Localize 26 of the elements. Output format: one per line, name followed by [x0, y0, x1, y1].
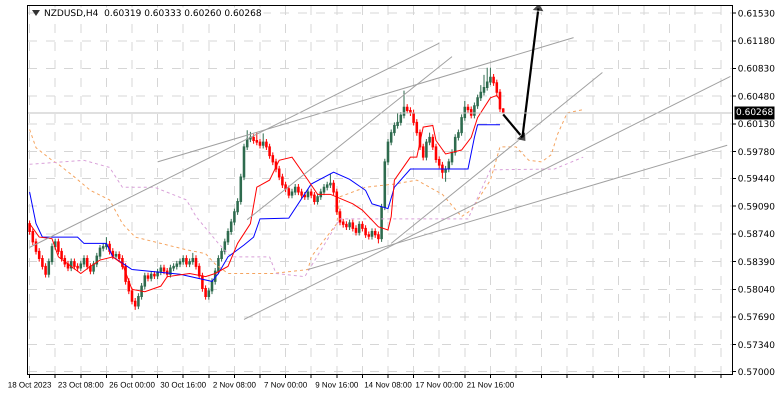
- x-tick-label: 7 Nov 00:00: [264, 380, 308, 390]
- y-tick-label: 0.59780: [738, 148, 776, 158]
- y-tick-label: 0.61530: [738, 9, 776, 20]
- x-tick-label: 2 Nov 08:00: [212, 380, 257, 390]
- y-tick-label: 0.60130: [738, 120, 776, 130]
- ref-line-label: 0.60268: [736, 108, 774, 118]
- y-tick-label: 0.58740: [738, 230, 776, 240]
- x-tick-label: 18 Oct 2023: [8, 380, 52, 390]
- x-tick-label: 21 Nov 16:00: [466, 380, 515, 390]
- x-tick-label: 9 Nov 16:00: [315, 380, 359, 390]
- y-tick-label: 0.57690: [738, 313, 776, 324]
- x-tick-label: 23 Oct 08:00: [58, 380, 104, 390]
- chart-title: NZDUSD,H4 0.60319 0.60333 0.60260 0.60268: [44, 9, 262, 19]
- x-tick-label: 17 Nov 00:00: [415, 380, 464, 390]
- y-tick-label: 0.59090: [738, 202, 776, 212]
- y-tick-label: 0.60830: [738, 64, 776, 75]
- y-tick-label: 0.61180: [738, 36, 776, 47]
- y-tick-label: 0.57000: [738, 368, 776, 378]
- x-tick-label: 26 Oct 00:00: [109, 380, 156, 390]
- x-tick-label: 14 Nov 08:00: [364, 380, 412, 390]
- y-tick-label: 0.58390: [738, 258, 776, 268]
- y-tick-label: 0.60480: [738, 92, 776, 102]
- y-tick-label: 0.59440: [738, 174, 776, 185]
- y-tick-label: 0.58040: [738, 285, 776, 296]
- x-tick-label: 30 Oct 16:00: [160, 380, 207, 390]
- y-tick-label: 0.57340: [738, 340, 776, 351]
